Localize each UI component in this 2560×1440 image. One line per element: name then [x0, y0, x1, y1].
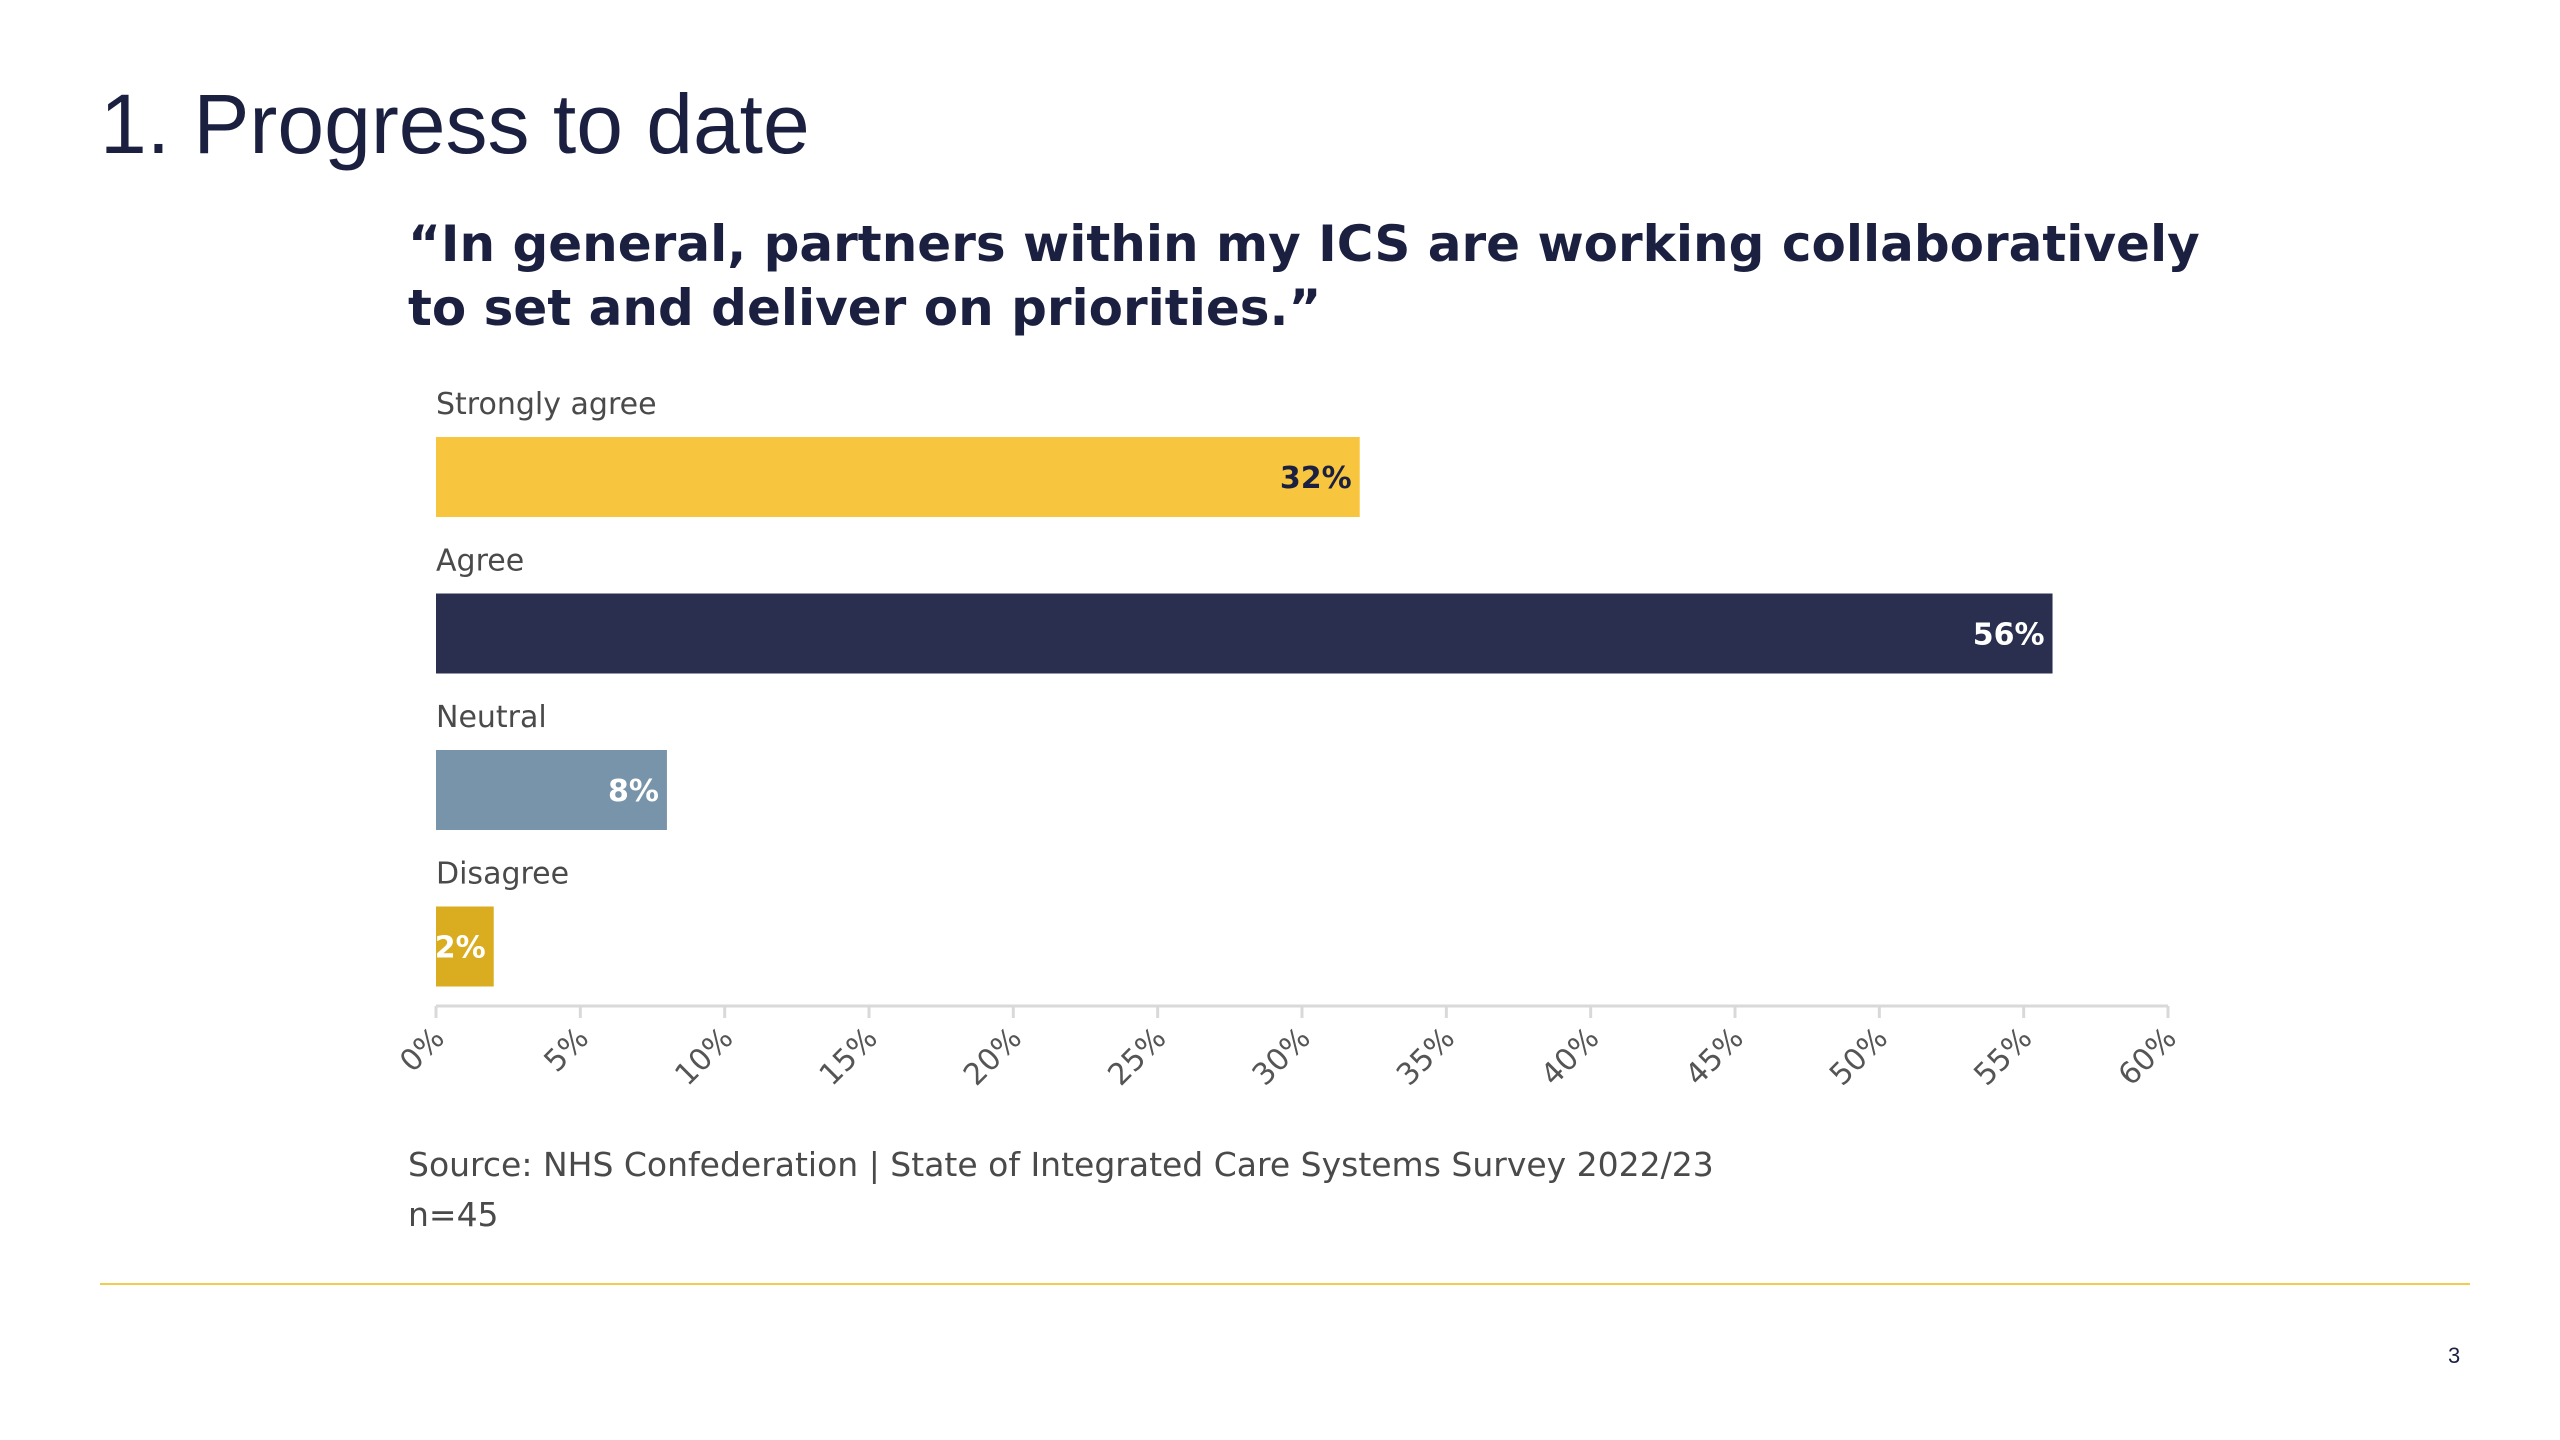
x-tick-label: 50% — [1823, 1021, 1895, 1093]
x-tick-label: 10% — [668, 1021, 740, 1093]
data-label: 56% — [1973, 618, 2045, 653]
x-tick-label: 40% — [1534, 1021, 1606, 1093]
x-tick-label: 35% — [1390, 1021, 1462, 1093]
x-tick-label: 30% — [1246, 1021, 1318, 1093]
x-tick-label: 25% — [1101, 1021, 1173, 1093]
data-label: 8% — [608, 774, 659, 809]
x-tick-label: 60% — [2112, 1021, 2184, 1093]
x-tick-label: 55% — [1967, 1021, 2039, 1093]
category-label: Neutral — [436, 700, 547, 735]
category-label: Strongly agree — [436, 387, 657, 422]
category-label: Agree — [436, 544, 524, 579]
x-tick-label: 45% — [1679, 1021, 1751, 1093]
page-number: 3 — [2448, 1343, 2461, 1368]
bar — [436, 906, 494, 987]
sample-size-note: n=45 — [408, 1195, 499, 1234]
chart-title: “In general, partners within my ICS are … — [408, 215, 2200, 337]
bar — [436, 750, 667, 830]
data-label: 2% — [435, 931, 486, 966]
x-tick-label: 5% — [538, 1021, 596, 1079]
source-note: Source: NHS Confederation | State of Int… — [408, 1145, 1714, 1184]
x-tick-label: 15% — [813, 1021, 885, 1093]
x-tick-label: 20% — [957, 1021, 1029, 1093]
bar — [436, 437, 1360, 517]
x-tick-label: 0% — [393, 1021, 451, 1079]
bar-chart: Strongly agree 32% Agree 56% Neutral 8% Disagr… — [393, 387, 2184, 1093]
data-label: 32% — [1280, 461, 1352, 496]
footer-divider — [100, 1283, 2470, 1285]
category-label: Disagree — [436, 857, 569, 892]
slide-title: 1. Progress to date — [100, 77, 810, 171]
bar — [436, 593, 2053, 674]
